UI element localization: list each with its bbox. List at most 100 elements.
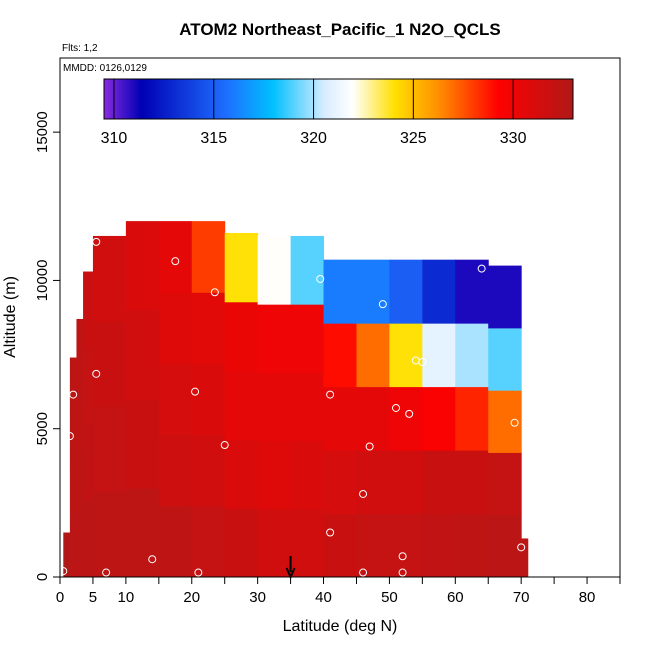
- heat-cell: [422, 259, 456, 324]
- heat-cell: [422, 386, 456, 451]
- heat-cell: [356, 450, 390, 515]
- observation-point: [92, 237, 101, 246]
- heat-cell: [422, 450, 456, 515]
- heat-cell: [257, 372, 292, 442]
- heat-cell: [455, 259, 489, 324]
- x-tick-label: 50: [381, 589, 398, 606]
- heat-cell: [290, 508, 325, 577]
- observation-point: [148, 555, 157, 564]
- heat-cell: [69, 357, 77, 413]
- heat-cell: [92, 491, 127, 577]
- heat-cell: [422, 513, 456, 577]
- observation-point: [365, 442, 374, 451]
- heat-cell: [521, 538, 529, 577]
- observation-point: [82, 237, 91, 246]
- observation-point: [510, 418, 519, 427]
- heat-cell: [356, 386, 390, 451]
- heat-cell: [323, 323, 357, 388]
- heat-cell: [389, 386, 423, 451]
- heat-cell: [389, 513, 423, 577]
- heat-cell: [488, 265, 522, 329]
- observation-point: [405, 409, 414, 418]
- heat-cell: [488, 390, 522, 453]
- heat-cell: [290, 372, 325, 442]
- heat-cell: [422, 323, 456, 388]
- heat-cell: [191, 505, 226, 577]
- heat-cell: [455, 386, 489, 451]
- heat-cell: [76, 318, 84, 384]
- observation-point: [517, 543, 526, 552]
- x-tick-label: 5: [89, 589, 97, 606]
- heat-cell: [323, 259, 357, 324]
- heat-cell: [69, 412, 77, 468]
- heat-cell: [488, 452, 522, 516]
- heat-cell: [83, 500, 94, 577]
- heat-cell: [488, 514, 522, 577]
- heat-cell: [224, 439, 259, 509]
- heat-cell: [257, 304, 292, 373]
- x-axis: 0 5 10 20 30 40 50 60 70 80: [56, 577, 621, 606]
- heat-cell: [69, 467, 77, 523]
- observation-point: [220, 441, 229, 450]
- x-tick-label: 0: [56, 589, 64, 606]
- heat-cell: [191, 434, 226, 507]
- heat-cell: [224, 370, 259, 440]
- observation-point: [102, 568, 111, 577]
- heat-cell: [92, 321, 127, 407]
- heat-cell: [290, 440, 325, 510]
- chart-title: ATOM2 Northeast_Pacific_1 N2O_QCLS: [179, 20, 501, 39]
- heat-cell: [455, 450, 489, 515]
- heat-cell: [83, 347, 94, 425]
- observation-point: [92, 369, 101, 378]
- heatmap-field: [63, 221, 529, 577]
- colorbar-tick-label: 315: [200, 130, 227, 147]
- heat-cell: [257, 440, 292, 510]
- heat-cell: [125, 310, 160, 400]
- observation-point: [326, 528, 335, 537]
- heat-cell: [191, 221, 226, 293]
- heat-cell: [455, 513, 489, 577]
- observation-point: [191, 387, 200, 396]
- latitude-marker-arrow: [285, 556, 296, 580]
- colorbar-ticks: 310 315 320 325 330: [101, 79, 527, 147]
- heat-cell: [125, 488, 160, 577]
- x-tick-label: 60: [447, 589, 464, 606]
- observation-point: [326, 390, 335, 399]
- heat-cell: [488, 327, 522, 391]
- observation-point: [359, 568, 368, 577]
- heat-cell: [158, 221, 193, 293]
- heat-cell: [125, 221, 160, 311]
- heat-cell: [92, 235, 127, 322]
- colorbar-tick-label: 320: [300, 130, 327, 147]
- observation-points: [59, 237, 526, 577]
- heat-cell: [76, 447, 84, 513]
- heat-cell: [224, 301, 259, 372]
- observation-point: [378, 300, 387, 309]
- observation-point: [418, 357, 427, 366]
- heat-cell: [191, 292, 226, 364]
- heat-cell: [257, 508, 292, 577]
- heat-cell: [158, 363, 193, 436]
- y-axis: 0 5000 10000 15000: [34, 111, 60, 581]
- heat-cell: [290, 235, 325, 305]
- x-tick-label: 10: [118, 589, 135, 606]
- observation-point: [392, 403, 400, 412]
- plot-frame: [59, 57, 621, 578]
- heat-cell: [389, 450, 423, 515]
- colorbar-tick-label: 330: [500, 130, 527, 147]
- colorbar-tick-label: 310: [101, 130, 128, 147]
- heat-cell: [455, 323, 489, 388]
- x-tick-label: 40: [315, 589, 332, 606]
- heat-cell: [290, 304, 325, 373]
- y-tick-label: 15000: [34, 111, 51, 153]
- heat-cell: [158, 434, 193, 507]
- heat-cell: [83, 424, 94, 502]
- heat-cell: [224, 508, 259, 577]
- colorbar-tick-label: 325: [400, 130, 427, 147]
- heat-cell: [224, 232, 259, 303]
- heat-cell: [323, 386, 357, 451]
- heat-cell: [158, 505, 193, 577]
- heat-cell: [356, 323, 390, 388]
- x-axis-label: Latitude (deg N): [283, 618, 398, 635]
